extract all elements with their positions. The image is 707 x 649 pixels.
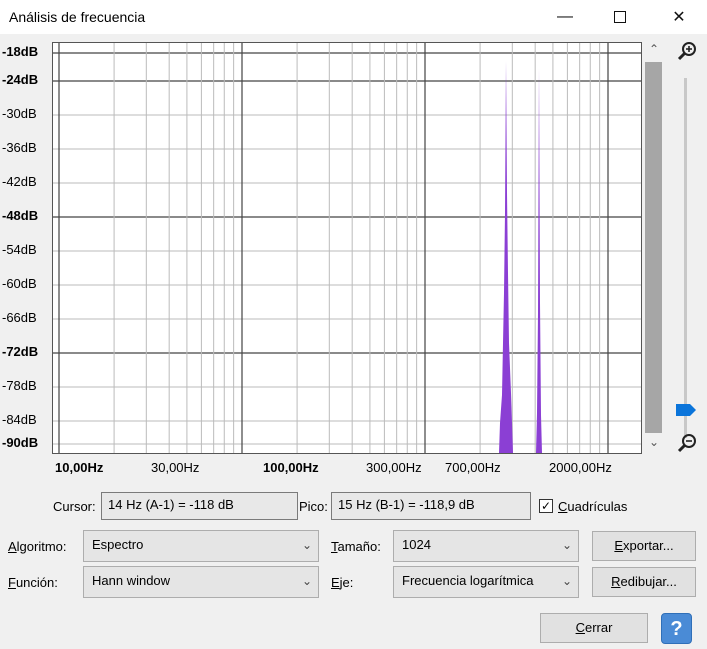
cursor-label: Cursor: [53, 499, 96, 514]
redraw-button[interactable]: Redibujar... [592, 567, 696, 597]
y-tick-label: -90dB [2, 435, 39, 450]
maximize-button[interactable] [597, 0, 643, 34]
y-tick-label: -30dB [2, 106, 37, 121]
y-tick-label: -48dB [2, 208, 39, 223]
zoom-in-icon[interactable] [676, 40, 698, 62]
y-tick-label: -84dB [2, 412, 37, 427]
grid-checkbox[interactable]: ✓ [539, 499, 553, 513]
minimize-button[interactable]: — [542, 0, 588, 34]
size-value: 1024 [402, 537, 431, 552]
y-tick-label: -36dB [2, 140, 37, 155]
algorithm-select[interactable]: Espectro ⌄ [83, 530, 319, 562]
cursor-readout: 14 Hz (A-1) = -118 dB [101, 492, 298, 520]
chevron-down-icon[interactable]: ⌄ [648, 435, 660, 449]
x-tick-label: 100,00Hz [263, 460, 319, 475]
y-tick-label: -66dB [2, 310, 37, 325]
peak-label: Pico: [299, 499, 328, 514]
title-bar: Análisis de frecuencia — ✕ [0, 0, 707, 34]
zoom-controls [672, 38, 702, 458]
y-tick-label: -78dB [2, 378, 37, 393]
chevron-down-icon: ⌄ [561, 538, 572, 552]
y-tick-label: -24dB [2, 72, 39, 87]
chevron-up-icon[interactable]: ⌃ [648, 42, 660, 56]
function-select[interactable]: Hann window ⌄ [83, 566, 319, 598]
spectrum-plot[interactable] [52, 42, 642, 454]
spectrum-peak [499, 61, 513, 453]
zoom-out-icon[interactable] [676, 432, 698, 454]
minimize-icon: — [557, 8, 573, 25]
function-value: Hann window [92, 573, 171, 588]
spectrum-peak [536, 68, 542, 453]
plot-scrollbar[interactable]: ⌃ ⌄ [644, 42, 664, 454]
spectrum-graph [53, 43, 641, 453]
zoom-slider-handle[interactable] [676, 404, 696, 416]
window-title: Análisis de frecuencia [9, 9, 146, 25]
maximize-icon [614, 11, 626, 23]
y-tick-label: -42dB [2, 174, 37, 189]
y-tick-label: -60dB [2, 276, 37, 291]
zoom-slider-track[interactable] [684, 78, 687, 438]
chevron-down-icon: ⌄ [561, 574, 572, 588]
scroll-thumb[interactable] [645, 62, 662, 433]
export-button[interactable]: Exportar... [592, 531, 696, 561]
algorithm-label: Algoritmo: [8, 539, 67, 554]
help-icon[interactable]: ? [661, 613, 692, 644]
close-button[interactable]: Cerrar [540, 613, 648, 643]
x-tick-label: 10,00Hz [55, 460, 104, 475]
x-tick-label: 700,00Hz [445, 460, 501, 475]
x-tick-label: 2000,00Hz [549, 460, 612, 475]
peak-readout: 15 Hz (B-1) = -118,9 dB [331, 492, 531, 520]
y-tick-label: -72dB [2, 344, 39, 359]
size-select[interactable]: 1024 ⌄ [393, 530, 579, 562]
size-label: Tamaño: [331, 539, 381, 554]
y-tick-label: -54dB [2, 242, 37, 257]
chevron-down-icon: ⌄ [301, 538, 312, 552]
close-icon: ✕ [672, 9, 686, 26]
grid-label-text: uadrículas [567, 499, 628, 514]
axis-value: Frecuencia logarítmica [402, 573, 534, 588]
axis-label: Eje: [331, 575, 354, 590]
close-window-button[interactable]: ✕ [656, 0, 702, 34]
y-tick-label: -18dB [2, 44, 39, 59]
chevron-down-icon: ⌄ [301, 574, 312, 588]
x-tick-label: 300,00Hz [366, 460, 422, 475]
x-tick-label: 30,00Hz [151, 460, 200, 475]
algorithm-value: Espectro [92, 537, 144, 552]
grid-label[interactable]: Cuadrículas [558, 499, 628, 514]
function-label: Función: [8, 575, 58, 590]
axis-select[interactable]: Frecuencia logarítmica ⌄ [393, 566, 579, 598]
